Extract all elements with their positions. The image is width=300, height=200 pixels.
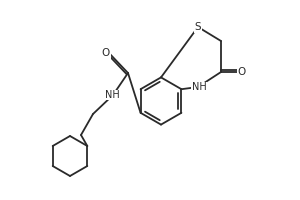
Text: NH: NH xyxy=(192,82,206,92)
Text: O: O xyxy=(102,48,110,58)
Text: S: S xyxy=(195,22,201,32)
Text: NH: NH xyxy=(105,90,119,100)
Text: O: O xyxy=(238,67,246,77)
